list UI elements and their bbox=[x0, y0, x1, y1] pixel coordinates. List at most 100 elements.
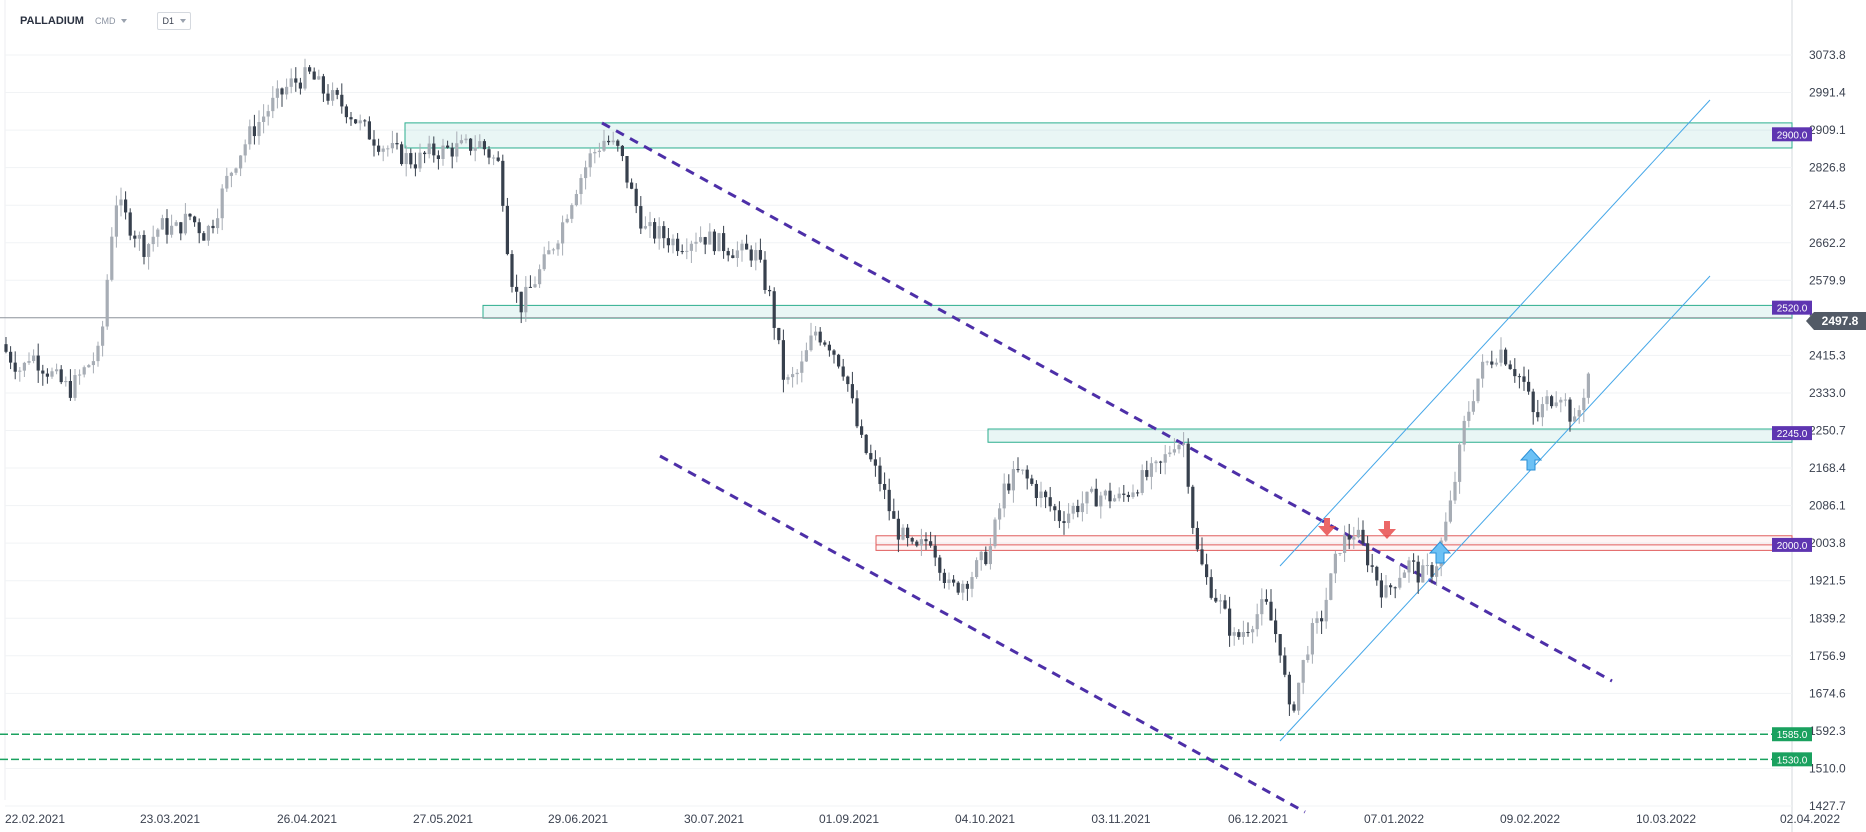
candle-body bbox=[1034, 483, 1038, 498]
candle-body bbox=[703, 237, 707, 245]
time-tick-label: 26.04.2021 bbox=[277, 812, 337, 826]
candle-body bbox=[620, 145, 624, 157]
price-tick-label: 1756.9 bbox=[1809, 649, 1846, 663]
downtrend-upper-line bbox=[601, 121, 1613, 683]
candle-body bbox=[124, 199, 128, 213]
candle-body bbox=[1117, 493, 1121, 499]
price-tick-label: 1427.7 bbox=[1809, 799, 1846, 813]
candle-body bbox=[64, 380, 68, 383]
candle-body bbox=[1513, 369, 1517, 377]
candle-body bbox=[915, 541, 919, 546]
candle-body bbox=[492, 157, 496, 159]
chevron-down-icon bbox=[179, 19, 186, 23]
candle-body bbox=[846, 376, 850, 385]
candle-body bbox=[1039, 491, 1043, 498]
candle-body bbox=[1453, 481, 1457, 501]
candle-body bbox=[906, 527, 910, 539]
candle-body bbox=[326, 93, 330, 101]
price-axis[interactable]: 3073.8 2991.4 2909.1 2826.8 2744.5 2662.2 2579… bbox=[1809, 48, 1846, 813]
candle-body bbox=[156, 229, 160, 237]
candle-body bbox=[446, 145, 450, 148]
candle-body bbox=[639, 206, 643, 229]
candle-body bbox=[1085, 491, 1089, 504]
candle-body bbox=[216, 218, 220, 229]
candle-body bbox=[349, 117, 353, 120]
candle-body bbox=[1379, 580, 1383, 598]
candle-body bbox=[712, 231, 716, 252]
candle-body bbox=[515, 286, 519, 292]
candle-body bbox=[1550, 396, 1554, 407]
candle-body bbox=[312, 71, 316, 80]
buy-arrow-icon bbox=[1428, 541, 1452, 564]
candle-body bbox=[809, 335, 813, 351]
candle-body bbox=[680, 251, 684, 253]
candle-body bbox=[1025, 469, 1029, 479]
candle-body bbox=[1421, 565, 1425, 583]
level-tag bbox=[1772, 300, 1812, 315]
candle-body bbox=[321, 76, 325, 94]
candle-body bbox=[1255, 614, 1259, 630]
price-tick-label: 2579.9 bbox=[1809, 273, 1846, 287]
candle-body bbox=[919, 539, 923, 546]
candle-body bbox=[22, 362, 26, 371]
downtrend-lower-line bbox=[659, 454, 1306, 814]
level-tag bbox=[1772, 537, 1812, 552]
candle-body bbox=[395, 143, 399, 145]
price-tick-label: 2662.2 bbox=[1809, 236, 1846, 250]
candle-body bbox=[193, 216, 197, 223]
candle-body bbox=[482, 141, 486, 150]
instrument-type-selector[interactable]: CMD bbox=[95, 16, 128, 26]
candle-body bbox=[722, 233, 726, 252]
candle-body bbox=[565, 218, 569, 223]
candle-body bbox=[1361, 529, 1365, 544]
timeframe-selector[interactable]: D1 bbox=[157, 12, 191, 30]
price-tick-label: 2333.0 bbox=[1809, 386, 1846, 400]
candle-body bbox=[689, 243, 693, 251]
candle-body bbox=[1283, 655, 1287, 675]
level-tag-label: 1530.0 bbox=[1777, 755, 1808, 766]
candle-body bbox=[1306, 654, 1310, 661]
candle-body bbox=[878, 465, 882, 485]
candle-body bbox=[1559, 399, 1563, 403]
support-resistance-zones bbox=[0, 122, 1793, 761]
last-price-label: 2497.8 bbox=[1822, 314, 1859, 328]
price-tick-label: 3073.8 bbox=[1809, 48, 1846, 62]
candle-body bbox=[1278, 634, 1282, 656]
candle-body bbox=[303, 67, 307, 89]
level-tag-label: 2000.0 bbox=[1777, 541, 1808, 552]
candle-body bbox=[96, 345, 100, 362]
price-tick-label: 2415.3 bbox=[1809, 348, 1846, 362]
candle-body bbox=[634, 188, 638, 207]
candle-body bbox=[1536, 412, 1540, 418]
candle-body bbox=[1264, 599, 1268, 602]
candle-body bbox=[979, 551, 983, 561]
candle-body bbox=[404, 153, 408, 165]
candle-body bbox=[202, 233, 206, 241]
candle-body bbox=[1481, 361, 1485, 379]
candle-body bbox=[285, 86, 289, 95]
candle-body bbox=[1260, 599, 1264, 615]
time-axis[interactable]: 22.02.2021 23.03.2021 26.04.2021 27.05.2021… bbox=[5, 812, 1840, 826]
candle-body bbox=[487, 149, 491, 158]
candle-body bbox=[27, 361, 31, 363]
candle-body bbox=[1154, 461, 1158, 464]
candle-body bbox=[252, 126, 256, 137]
candle-body bbox=[1462, 420, 1466, 445]
candle-body bbox=[1435, 566, 1439, 577]
candle-body bbox=[1586, 373, 1590, 398]
candle-body bbox=[1246, 632, 1250, 634]
time-tick-label: 02.04.2022 bbox=[1780, 812, 1840, 826]
candle-body bbox=[993, 519, 997, 547]
candle-body bbox=[749, 249, 753, 261]
candle-body bbox=[73, 375, 77, 398]
candle-body bbox=[804, 350, 808, 362]
candle-body bbox=[676, 238, 680, 252]
candle-body bbox=[1531, 391, 1535, 413]
candle-body bbox=[864, 434, 868, 454]
candle-body bbox=[1251, 629, 1255, 633]
candle-body bbox=[832, 350, 836, 355]
candle-body bbox=[275, 88, 279, 98]
candle-body bbox=[648, 222, 652, 227]
candle-body bbox=[354, 119, 358, 124]
